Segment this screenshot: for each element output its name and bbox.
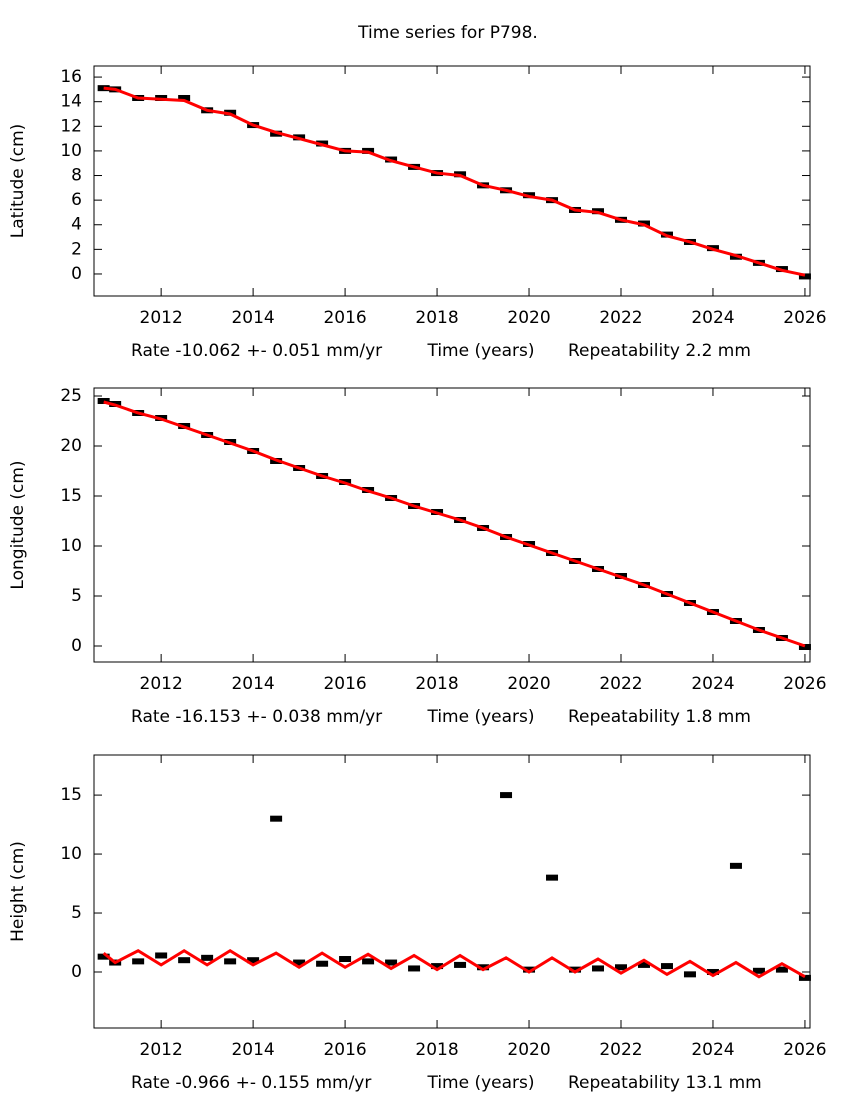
data-point	[408, 965, 421, 972]
model-line	[102, 948, 806, 979]
y-tick-label: 0	[71, 264, 82, 284]
x-tick-label: 2024	[691, 308, 734, 328]
x-tick-label: 2012	[140, 1040, 183, 1060]
y-axis-label: Longitude (cm)	[8, 460, 28, 589]
data-point	[178, 957, 191, 964]
x-axis-label: Time (years)	[426, 1073, 534, 1093]
y-tick-label: 4	[71, 215, 82, 235]
y-tick-label: 2	[71, 239, 82, 259]
x-tick-label: 2012	[140, 674, 183, 694]
x-axis-label: Time (years)	[426, 707, 534, 727]
x-tick-label: 2018	[415, 1040, 458, 1060]
rate-label: Rate -10.062 +- 0.051 mm/yr	[131, 341, 382, 361]
rate-label: Rate -0.966 +- 0.155 mm/yr	[131, 1073, 371, 1093]
data-point	[270, 815, 283, 822]
data-point	[316, 960, 329, 967]
x-tick-label: 2022	[599, 1040, 642, 1060]
x-tick-label: 2014	[231, 674, 274, 694]
y-tick-label: 25	[60, 386, 82, 406]
data-point	[339, 956, 352, 963]
x-tick-label: 2020	[507, 1040, 550, 1060]
x-tick-label: 2018	[415, 308, 458, 328]
x-tick-label: 2022	[599, 674, 642, 694]
y-axis-label: Latitude (cm)	[8, 124, 28, 239]
data-point	[201, 954, 214, 961]
x-tick-label: 2018	[415, 674, 458, 694]
data-point	[500, 792, 513, 799]
data-point	[683, 971, 696, 978]
repeatability-label: Repeatability 2.2 mm	[568, 341, 751, 361]
x-axis-label: Time (years)	[426, 341, 534, 361]
x-tick-label: 2020	[507, 674, 550, 694]
data-point	[798, 644, 811, 650]
x-tick-label: 2016	[323, 1040, 366, 1060]
x-tick-label: 2016	[323, 674, 366, 694]
y-tick-label: 0	[71, 962, 82, 982]
x-tick-label: 2026	[783, 674, 826, 694]
x-tick-label: 2012	[140, 308, 183, 328]
data-point	[293, 959, 306, 966]
x-tick-label: 2024	[691, 674, 734, 694]
data-point	[224, 958, 237, 965]
y-tick-label: 8	[71, 166, 82, 186]
repeatability-label: Repeatability 13.1 mm	[568, 1073, 762, 1093]
data-point	[775, 966, 788, 973]
y-tick-label: 15	[60, 486, 82, 506]
data-point	[477, 964, 490, 971]
model-line	[103, 86, 806, 277]
data-point	[454, 961, 467, 968]
x-tick-label: 2026	[783, 1040, 826, 1060]
y-tick-label: 10	[60, 536, 82, 556]
plot-frame	[93, 754, 811, 1029]
data-point	[97, 953, 110, 960]
x-tick-label: 2026	[783, 308, 826, 328]
data-point	[798, 974, 811, 981]
plot-frame	[93, 65, 811, 297]
data-point	[132, 958, 145, 965]
data-point	[155, 952, 168, 959]
plot-frame	[93, 387, 811, 663]
x-tick-label: 2022	[599, 308, 642, 328]
data-point	[385, 959, 398, 966]
data-point	[729, 862, 742, 869]
data-point	[614, 964, 627, 971]
data-point	[660, 963, 673, 970]
data-point	[706, 968, 719, 975]
chart-title: Time series for P798.	[357, 23, 538, 43]
x-tick-label: 2014	[231, 1040, 274, 1060]
repeatability-label: Repeatability 1.8 mm	[568, 707, 751, 727]
y-tick-label: 10	[60, 141, 82, 161]
y-axis-label: Height (cm)	[8, 841, 28, 942]
data-point	[752, 967, 765, 974]
model-line	[103, 400, 806, 648]
data-point	[546, 874, 559, 881]
data-point	[523, 966, 536, 973]
y-tick-label: 20	[60, 436, 82, 456]
data-point	[569, 966, 582, 973]
data-point	[431, 963, 444, 970]
x-tick-label: 2024	[691, 1040, 734, 1060]
y-tick-label: 14	[60, 92, 82, 112]
y-tick-label: 12	[60, 116, 82, 136]
y-tick-label: 5	[71, 586, 82, 606]
x-tick-label: 2016	[323, 308, 366, 328]
rate-label: Rate -16.153 +- 0.038 mm/yr	[131, 707, 382, 727]
y-tick-label: 16	[60, 67, 82, 87]
data-point	[637, 961, 650, 968]
y-tick-label: 5	[71, 903, 82, 923]
data-point	[592, 965, 605, 972]
data-point	[178, 94, 191, 101]
data-point	[362, 958, 375, 965]
y-tick-label: 0	[71, 636, 82, 656]
data-point	[798, 273, 811, 280]
x-tick-label: 2020	[507, 308, 550, 328]
data-point	[247, 957, 260, 964]
y-tick-label: 15	[60, 785, 82, 805]
data-point	[97, 398, 110, 404]
x-tick-label: 2014	[231, 308, 274, 328]
y-tick-label: 6	[71, 190, 82, 210]
y-tick-label: 10	[60, 844, 82, 864]
